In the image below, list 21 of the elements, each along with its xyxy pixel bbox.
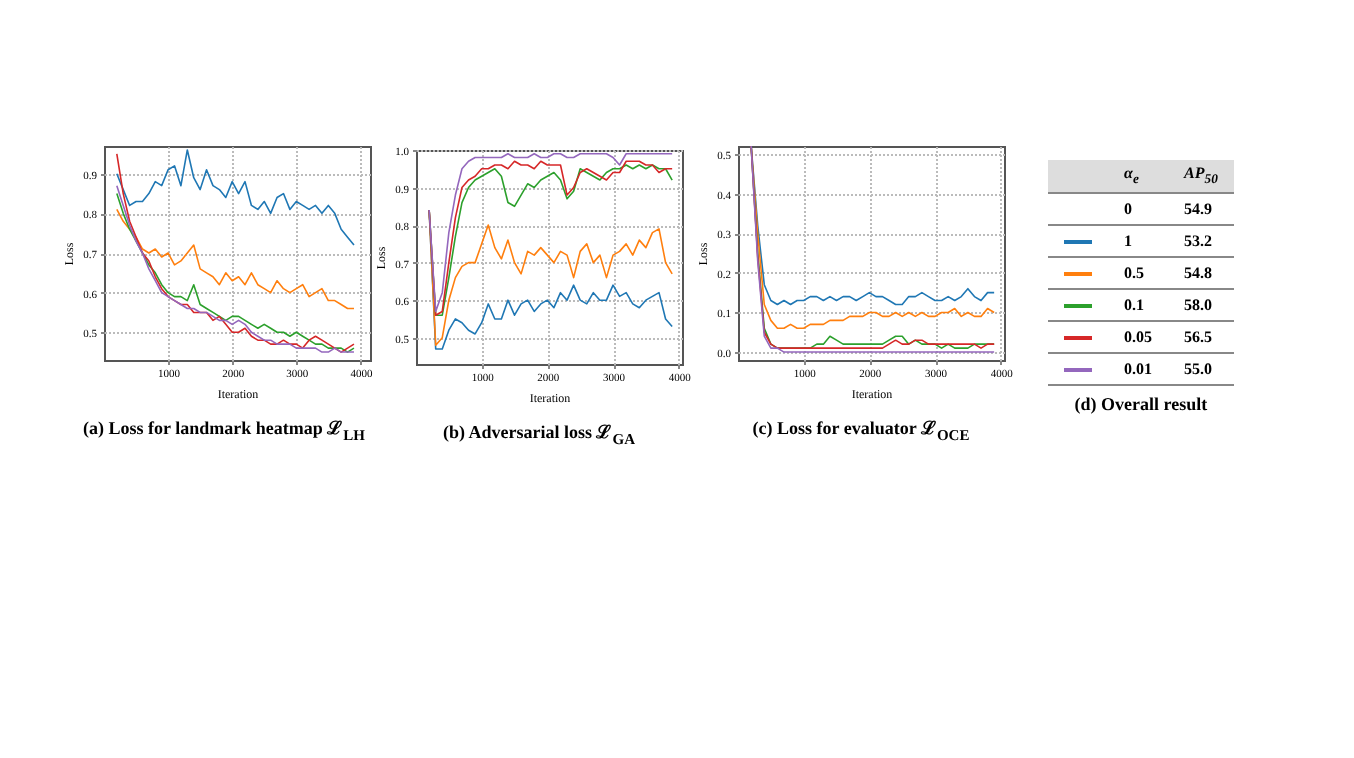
data-label: 55.0 [1168, 352, 1234, 385]
category-label: 0.1 [1108, 288, 1168, 321]
text: (c) Loss for evaluator ℒ$_{OCE}$ [750, 416, 972, 444]
category-label: 1 [1108, 224, 1168, 257]
category-label: 0.5 [1108, 256, 1168, 289]
text: α$_{e}$ [1108, 160, 1168, 193]
data-label: 53.2 [1168, 224, 1234, 257]
category-label: 0.01 [1108, 352, 1168, 385]
line-series [116, 208, 355, 310]
text: AP$_{50}$ [1168, 160, 1234, 193]
category-label: 0.05 [1108, 320, 1168, 353]
text: (a) Loss for landmark heatmap ℒ$_{LH}$ [81, 416, 367, 444]
data-label: 54.9 [1168, 192, 1234, 225]
data-label: 58.0 [1168, 288, 1234, 321]
line-series [116, 153, 355, 353]
category-label: 0 [1108, 192, 1168, 225]
text: (b) Adversarial loss ℒ$_{GA}$ [440, 420, 637, 448]
data-label: 54.8 [1168, 256, 1234, 289]
data-label: 56.5 [1168, 320, 1234, 353]
text: (d) Overall result [1072, 393, 1210, 414]
line-series [116, 149, 355, 246]
